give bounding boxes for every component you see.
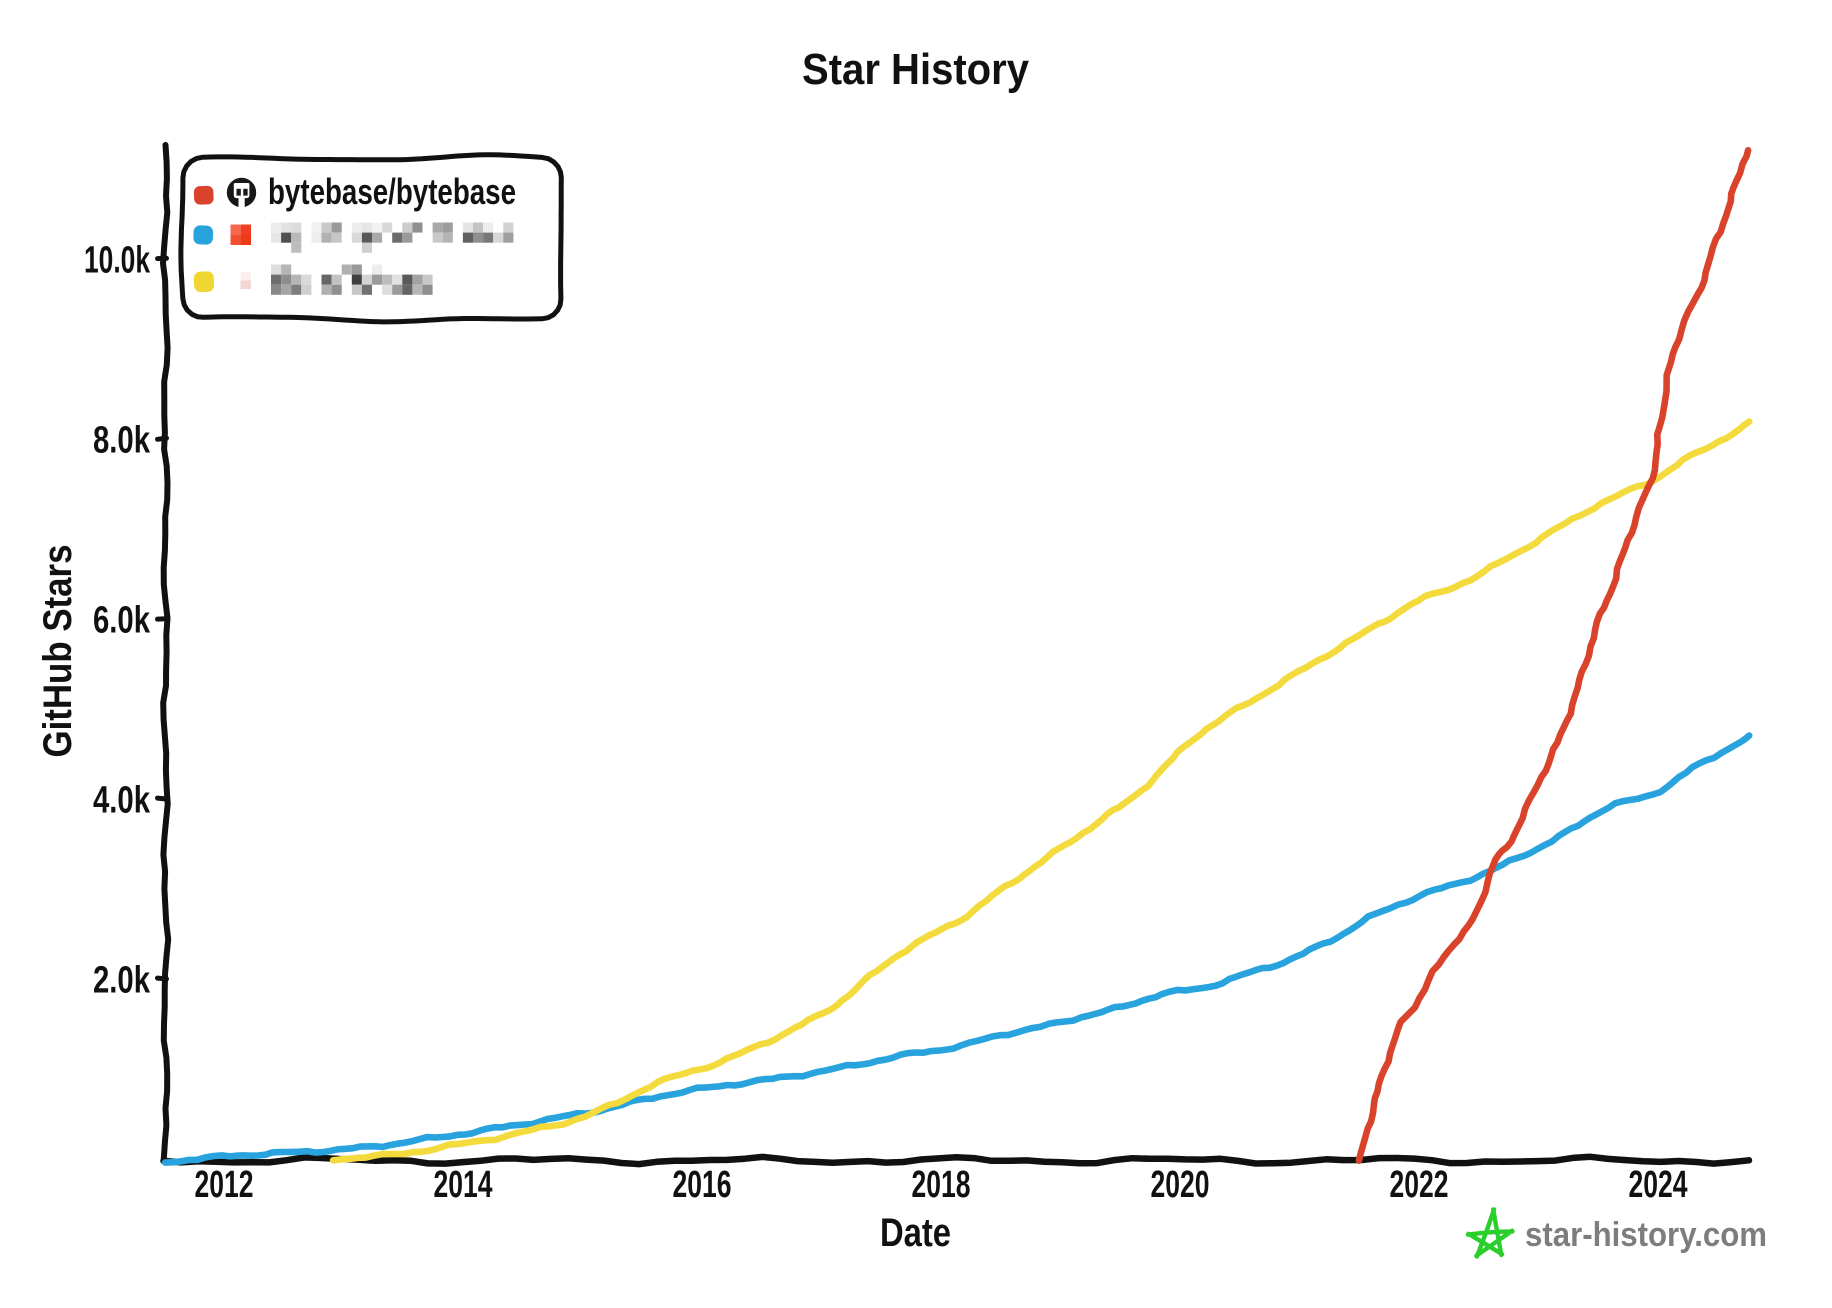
svg-text:bytebase/bytebase: bytebase/bytebase	[268, 171, 516, 212]
svg-text:2018: 2018	[912, 1164, 971, 1206]
svg-text:2020: 2020	[1151, 1164, 1210, 1206]
svg-text:2024: 2024	[1629, 1164, 1688, 1206]
svg-text:GitHub Stars: GitHub Stars	[36, 545, 80, 758]
svg-text:4.0k: 4.0k	[93, 780, 151, 822]
svg-text:2.0k: 2.0k	[93, 960, 151, 1002]
svg-text:2016: 2016	[673, 1164, 732, 1206]
svg-text:2014: 2014	[434, 1164, 493, 1206]
svg-text:Star History: Star History	[802, 45, 1029, 94]
svg-text:10.0k: 10.0k	[84, 240, 151, 282]
svg-text:2012: 2012	[195, 1164, 254, 1206]
svg-text:6.0k: 6.0k	[93, 600, 151, 642]
svg-text:star-history.com: star-history.com	[1525, 1216, 1767, 1254]
svg-text:2022: 2022	[1390, 1164, 1449, 1206]
svg-text:8.0k: 8.0k	[93, 420, 151, 462]
svg-text:Date: Date	[880, 1211, 951, 1255]
